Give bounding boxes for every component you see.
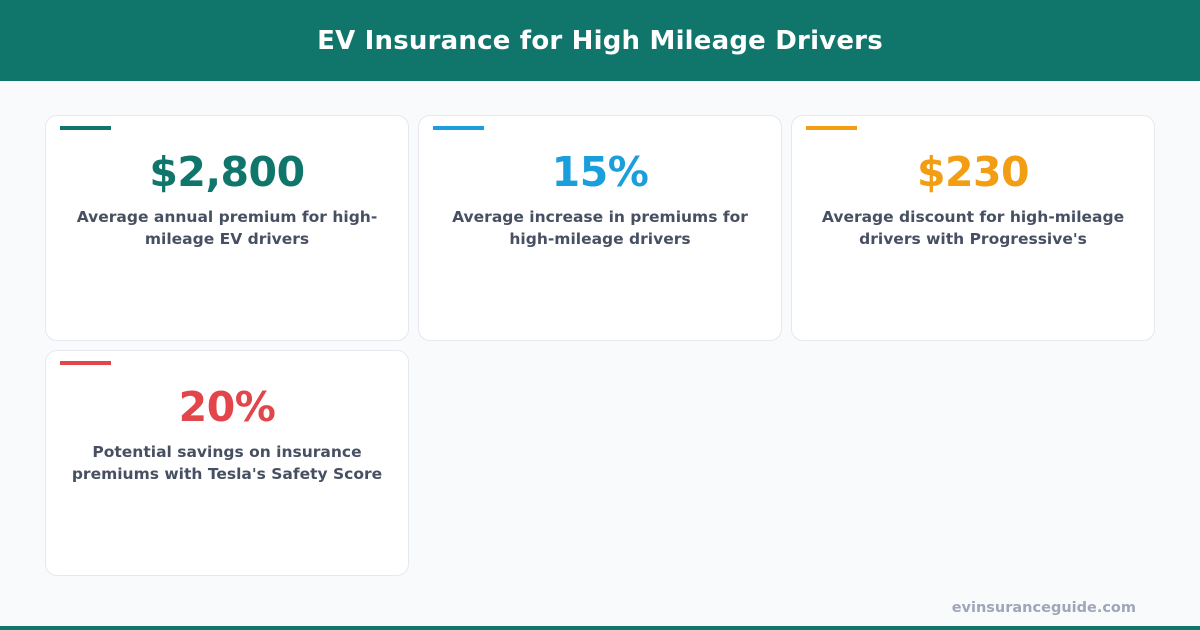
stat-description: Average increase in premiums for high-mi… — [452, 208, 748, 248]
page-header: EV Insurance for High Mileage Drivers — [0, 0, 1200, 81]
stat-card-premium-increase: 15% Average increase in premiums for hig… — [418, 115, 782, 341]
stat-value: 15% — [551, 148, 649, 196]
stat-description: Average annual premium for high-mileage … — [76, 208, 378, 248]
stat-card-annual-premium: $2,800 Average annual premium for high-m… — [45, 115, 409, 341]
bottom-brand-bar — [0, 626, 1200, 630]
stat-description: Potential savings on insurance premiums … — [71, 443, 383, 483]
page-title: EV Insurance for High Mileage Drivers — [317, 25, 883, 56]
stat-value: $2,800 — [149, 148, 305, 196]
stat-value: $230 — [916, 148, 1030, 196]
accent-bar — [806, 126, 857, 130]
stat-card-tesla-savings: 20% Potential savings on insurance premi… — [45, 350, 409, 576]
accent-bar — [60, 126, 111, 130]
site-url: evinsuranceguide.com — [951, 600, 1136, 616]
stat-description: Average discount for high-mileage driver… — [821, 208, 1125, 248]
accent-bar — [433, 126, 484, 130]
stat-value: 20% — [178, 383, 276, 431]
stats-grid: $2,800 Average annual premium for high-m… — [45, 115, 1155, 576]
accent-bar — [60, 361, 111, 365]
stat-card-progressive-discount: $230 Average discount for high-mileage d… — [791, 115, 1155, 341]
